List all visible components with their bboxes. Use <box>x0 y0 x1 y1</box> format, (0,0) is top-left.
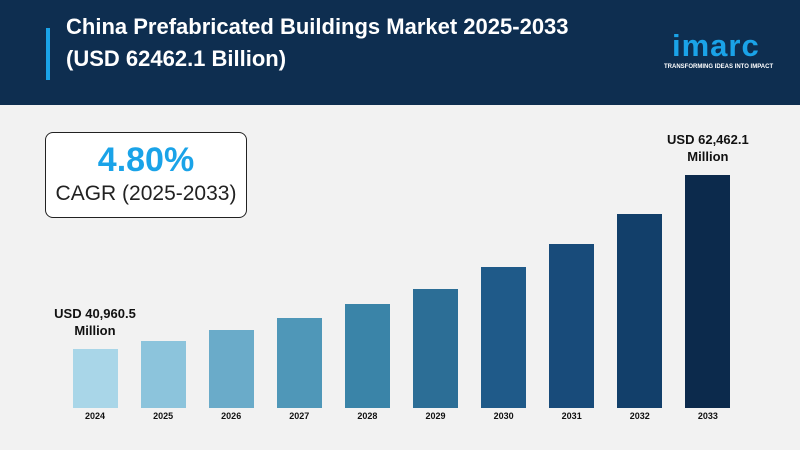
cagr-label: CAGR (2025-2033) <box>55 182 237 205</box>
bar <box>549 243 595 408</box>
x-tick-label: 2028 <box>357 411 378 421</box>
bar <box>685 175 731 408</box>
bar <box>617 213 663 408</box>
x-tick-label: 2032 <box>629 411 650 421</box>
bar <box>208 329 254 408</box>
chart-title: China Prefabricated Buildings Market 202… <box>66 14 569 39</box>
bar <box>72 349 118 408</box>
x-tick-label: 2024 <box>84 411 106 421</box>
logo: imarc <box>672 28 760 63</box>
x-tick-label: 2026 <box>221 411 242 421</box>
bar <box>481 266 527 408</box>
x-tick-label: 2030 <box>493 411 514 421</box>
x-tick-label: 2033 <box>697 411 718 421</box>
tagline: TRANSFORMING IDEAS INTO IMPACT <box>664 64 774 70</box>
bar <box>276 318 322 408</box>
bar <box>413 288 458 408</box>
bar <box>140 340 186 408</box>
x-tick-label: 2027 <box>289 411 310 421</box>
x-tick-label: 2031 <box>561 411 582 421</box>
header: China Prefabricated Buildings Market 202… <box>0 0 800 105</box>
cagr-box: 4.80% CAGR (2025-2033) <box>45 132 247 218</box>
bar <box>344 304 390 408</box>
value-label: USD 62,462.1 Million <box>667 132 749 164</box>
value-label: USD 40,960.5 Million <box>54 306 136 339</box>
chart-subtitle: (USD 62462.1 Billion) <box>66 46 287 71</box>
accent-bar <box>46 28 50 80</box>
x-tick-label: 2025 <box>153 411 174 421</box>
x-tick-label: 2029 <box>425 411 446 421</box>
cagr-value: 4.80% <box>97 141 195 179</box>
